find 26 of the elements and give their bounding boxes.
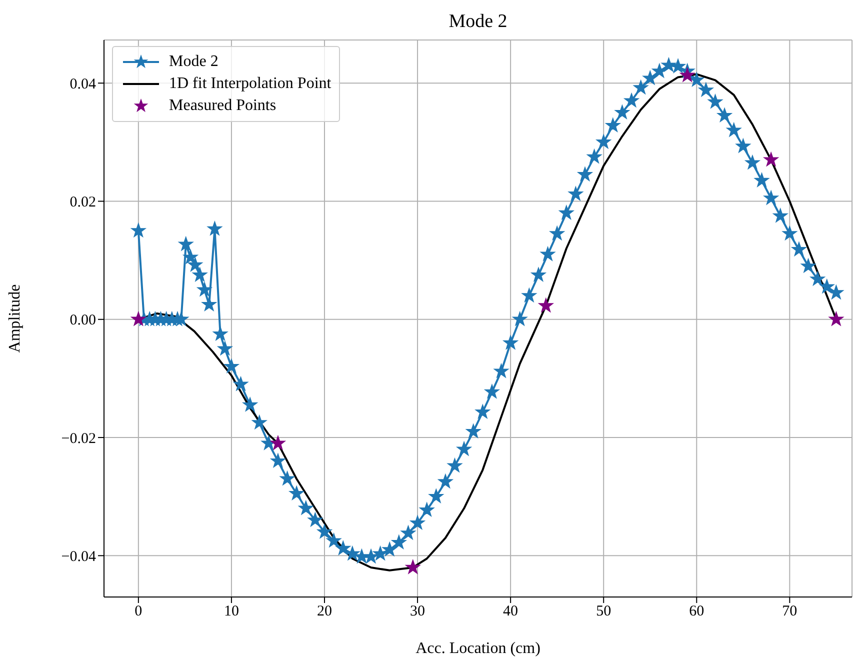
- chart-title: Mode 2: [448, 11, 508, 32]
- point: [270, 436, 286, 450]
- x-axis-title: Acc. Location (cm): [416, 640, 540, 657]
- y-axis-title: Amplitude: [6, 284, 24, 353]
- legend-label: Measured Points: [169, 97, 276, 115]
- point: [829, 312, 844, 326]
- x-tick-label: 60: [689, 604, 704, 620]
- point: [764, 152, 778, 166]
- y-tick-label: −0.02: [61, 430, 96, 447]
- x-tick-label: 70: [782, 604, 798, 620]
- y-tick-label: 0.02: [70, 194, 96, 211]
- x-tick-label: 10: [224, 604, 239, 620]
- y-tick-label: −0.04: [61, 548, 96, 565]
- y-tick-label: 0.04: [70, 76, 96, 92]
- x-tick-label: 40: [503, 604, 518, 620]
- x-tick-label: 20: [316, 604, 332, 620]
- legend-label: Mode 2: [169, 53, 218, 71]
- legend-label: 1D fit Interpolation Point: [169, 75, 332, 93]
- point: [538, 298, 554, 312]
- x-tick-label: 30: [410, 604, 426, 620]
- y-tick-label: 0.00: [70, 312, 96, 329]
- point: [680, 68, 694, 82]
- point: [406, 560, 420, 574]
- x-tick-label: 50: [596, 604, 612, 620]
- x-tick-label: 0: [134, 604, 142, 620]
- point: [131, 312, 146, 326]
